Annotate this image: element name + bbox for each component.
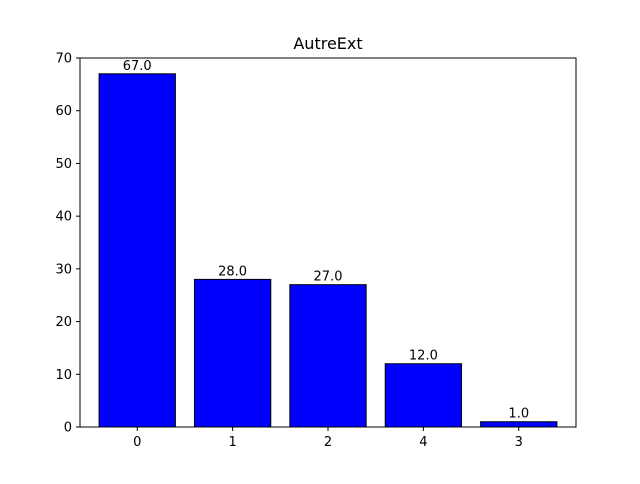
y-tick-label: 70 — [55, 52, 72, 67]
x-tick-label: 3 — [515, 435, 523, 450]
y-tick-label: 30 — [55, 262, 72, 277]
bar-value-label: 1.0 — [508, 407, 529, 422]
bar-value-label: 12.0 — [409, 349, 438, 364]
bar-labels-group: 67.0 28.0 27.0 12.0 1.0 — [123, 59, 529, 422]
bar-value-label: 28.0 — [218, 264, 247, 279]
x-tick-label: 2 — [324, 435, 332, 450]
plot-area-frame — [79, 57, 577, 428]
x-tick-label: 1 — [228, 435, 236, 450]
x-tick-label: 4 — [419, 435, 427, 450]
y-tick-label: 50 — [55, 157, 72, 172]
y-tick-label: 10 — [55, 368, 72, 383]
bar-1 — [193, 278, 272, 428]
y-tick-label: 40 — [55, 210, 72, 225]
y-tick-label: 20 — [55, 315, 72, 330]
bar-3 — [480, 421, 558, 428]
x-tick-label: 0 — [133, 435, 141, 450]
bar-2 — [289, 284, 367, 428]
bars-group — [98, 73, 558, 428]
bar-value-label: 67.0 — [123, 59, 152, 74]
y-tick-label: 60 — [55, 104, 72, 119]
bar-4 — [384, 363, 463, 428]
bar-value-label: 27.0 — [314, 270, 343, 285]
y-tick-label: 0 — [64, 421, 72, 436]
y-axis: 0 10 20 30 40 50 60 70 — [55, 52, 80, 436]
bar-0 — [98, 73, 176, 428]
x-axis: 0 1 2 4 3 — [133, 427, 523, 450]
chart-title: AutreExt — [293, 34, 362, 53]
